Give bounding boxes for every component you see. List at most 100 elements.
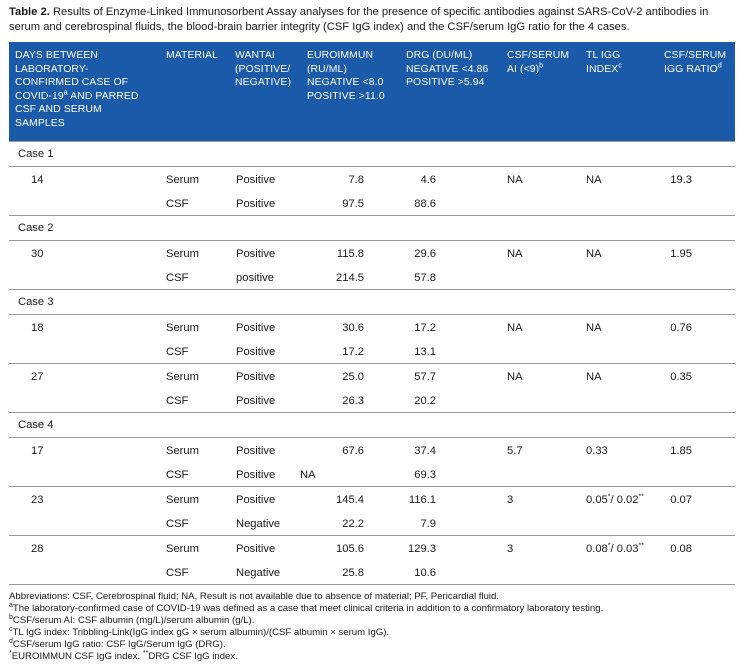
csf-ai-value: 3 — [507, 543, 514, 555]
tl-index-euroimmun: NA — [586, 322, 602, 334]
footnote-mark: * — [9, 649, 12, 657]
wantai-csf: Negative — [236, 567, 281, 579]
material-serum: Serum — [166, 494, 199, 506]
footnote-text: DRG CSF IgG index. — [148, 651, 238, 662]
material-csf: CSF — [166, 272, 189, 284]
wantai-serum: Positive — [236, 543, 276, 555]
footnote: cTL IgG index: Tribbling-Link(IgG index … — [9, 625, 735, 639]
header-csf-ai: CSF/SERUM AI (<9)b — [507, 50, 570, 75]
tl-index-euroimmun: 0.05 — [586, 494, 608, 506]
row-divider — [9, 584, 735, 585]
header-euroimmun: EUROIMMUN (RU/ML) NEGATIVE <8.0 POSITIVE… — [307, 50, 385, 102]
material-serum: Serum — [166, 371, 199, 383]
ratio-value: 0.76 — [670, 322, 692, 334]
tl-index-euroimmun-mark: * — [607, 493, 611, 501]
ratio-value: 1.95 — [670, 248, 692, 260]
wantai-serum: Positive — [236, 248, 276, 260]
footnote-mark: d — [9, 637, 13, 645]
drg-csf: 20.2 — [414, 395, 436, 407]
euroimmun-csf: 25.8 — [342, 567, 364, 579]
ratio-value: 0.07 — [670, 494, 692, 506]
euroimmun-csf: 97.5 — [342, 198, 364, 210]
wantai-csf: positive — [236, 272, 274, 284]
footnote-text: CSF/serum IgG ratio: CSF IgG/Serum IgG (… — [12, 639, 226, 650]
euroimmun-csf: 17.2 — [342, 346, 364, 358]
ratio-value: 19.3 — [670, 174, 692, 186]
euroimmun-serum: 67.6 — [342, 445, 364, 457]
ratio-value: 0.35 — [670, 371, 692, 383]
tl-index-euroimmun: 0.08 — [586, 543, 608, 555]
ratio-value: 1.85 — [670, 445, 692, 457]
wantai-csf: Positive — [236, 395, 276, 407]
case-label: Case 1 — [18, 148, 54, 160]
drg-csf: 7.9 — [420, 518, 436, 530]
row-divider — [9, 486, 735, 487]
footnote-text: EUROIMMUN CSF IgG index. — [11, 651, 143, 662]
euroimmun-csf: 22.2 — [342, 518, 364, 530]
material-serum: Serum — [166, 174, 199, 186]
wantai-serum: Positive — [236, 174, 276, 186]
wantai-serum: Positive — [236, 322, 276, 334]
drg-serum: 57.7 — [414, 371, 436, 383]
row-divider — [9, 363, 735, 364]
wantai-csf: Positive — [236, 469, 276, 481]
tl-index-drg-mark: ** — [638, 493, 644, 501]
tl-index-euroimmun: 0.33 — [586, 445, 608, 457]
wantai-csf: Positive — [236, 346, 276, 358]
days-value: 23 — [31, 494, 44, 506]
tl-index-value: NA — [586, 371, 602, 384]
footnote: aThe laboratory-confirmed case of COVID-… — [9, 601, 735, 615]
material-csf: CSF — [166, 395, 189, 407]
tl-index-euroimmun: NA — [586, 371, 602, 383]
csf-ai-value: NA — [507, 174, 523, 186]
days-value: 28 — [31, 543, 44, 555]
footnote: Abbreviations: CSF, Cerebrospinal fluid;… — [9, 591, 735, 603]
drg-csf: 88.6 — [414, 198, 436, 210]
wantai-serum: Positive — [236, 494, 276, 506]
drg-serum: 17.2 — [414, 322, 436, 334]
wantai-csf: Negative — [236, 518, 281, 530]
days-value: 30 — [31, 248, 44, 260]
csf-ai-value: 3 — [507, 494, 514, 506]
csf-ai-value: 5.7 — [507, 445, 523, 457]
drg-serum: 29.6 — [414, 248, 436, 260]
tl-index-value: NA — [586, 248, 602, 261]
drg-serum: 116.1 — [408, 494, 436, 506]
ratio-value: 0.08 — [670, 543, 692, 555]
material-csf: CSF — [166, 198, 189, 210]
row-divider — [9, 535, 735, 536]
material-serum: Serum — [166, 445, 199, 457]
row-divider — [9, 141, 735, 142]
case-label: Case 4 — [18, 419, 54, 431]
days-value: 27 — [31, 371, 44, 383]
footnote-text: CSF/serum AI: CSF albumin (mg/L)/serum a… — [12, 615, 255, 626]
csf-ai-value: NA — [507, 322, 523, 334]
csf-ai-value: NA — [507, 248, 523, 260]
tl-index-drg-mark: ** — [638, 542, 644, 550]
drg-csf: 10.6 — [414, 567, 436, 579]
tl-index-euroimmun-mark: * — [607, 542, 611, 550]
wantai-serum: Positive — [236, 371, 276, 383]
material-csf: CSF — [166, 469, 189, 481]
material-csf: CSF — [166, 346, 189, 358]
tl-index-value: 0.08*/ 0.03** — [586, 542, 644, 556]
row-divider — [9, 314, 735, 315]
material-csf: CSF — [166, 567, 189, 579]
material-serum: Serum — [166, 322, 199, 334]
euroimmun-serum: 105.6 — [336, 543, 364, 555]
footnote-mark: a — [9, 601, 13, 609]
days-value: 14 — [31, 174, 44, 186]
drg-serum: 37.4 — [414, 445, 436, 457]
table-label: Table 2. — [9, 6, 50, 18]
tl-index-value: 0.33 — [586, 445, 608, 458]
euroimmun-serum: 145.4 — [336, 494, 364, 506]
days-value: 18 — [31, 322, 44, 334]
footnote-mark: b — [9, 613, 13, 621]
row-divider — [9, 437, 735, 438]
header-days: DAYS BETWEEN LABORATORY- CONFIRMED CASE … — [15, 50, 139, 129]
footnote: *EUROIMMUN CSF IgG index. **DRG CSF IgG … — [9, 649, 735, 663]
footnote-mark: c — [9, 625, 13, 633]
row-divider — [9, 289, 735, 290]
header-ratio: CSF/SERUM IGG RATIOd — [664, 50, 727, 75]
